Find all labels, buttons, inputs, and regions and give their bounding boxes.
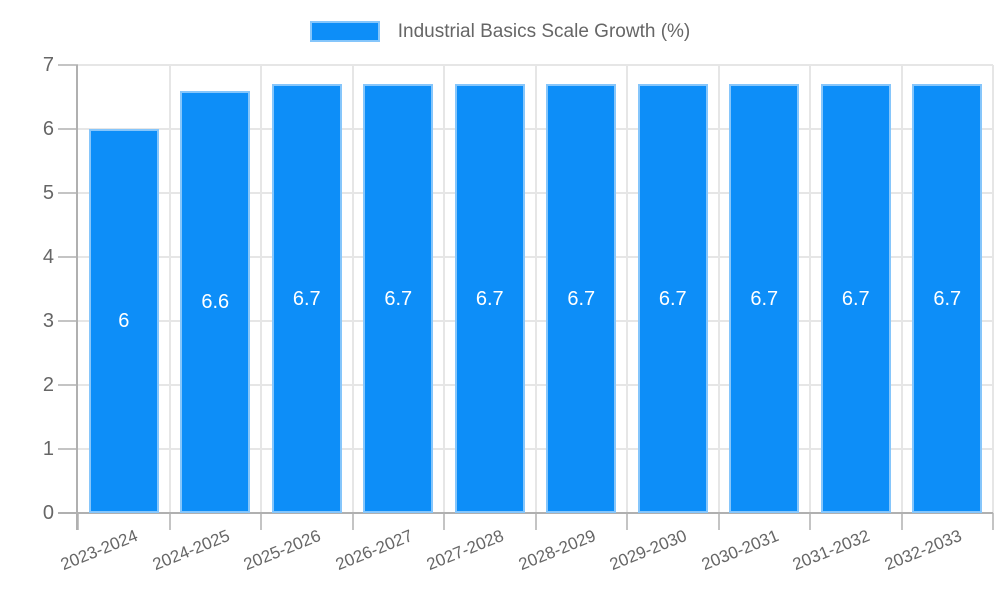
x-axis-tick xyxy=(77,513,79,530)
bar-value-label: 6.7 xyxy=(384,287,413,310)
y-axis-tick-label: 5 xyxy=(42,182,54,204)
gridline-vertical xyxy=(900,65,903,513)
gridline-vertical xyxy=(626,65,628,513)
y-axis-tick-label: 4 xyxy=(42,246,54,268)
y-axis-tick xyxy=(58,320,78,322)
gridline-vertical xyxy=(809,65,811,513)
gridline-vertical xyxy=(992,65,994,513)
x-axis-category-label: 2024-2025 xyxy=(149,526,233,575)
bar-value-label: 6.7 xyxy=(475,287,504,310)
y-axis-tick-label: 3 xyxy=(42,310,54,332)
bar-value-label: 6.7 xyxy=(658,287,687,310)
bar[interactable] xyxy=(912,84,983,513)
legend-item[interactable]: Industrial Basics Scale Growth (%) xyxy=(309,20,691,43)
bar-value-label: 6.7 xyxy=(567,287,596,310)
x-axis-tick xyxy=(168,513,171,530)
bar[interactable] xyxy=(88,129,159,513)
bar[interactable] xyxy=(729,84,800,513)
x-axis-category-label: 2026-2027 xyxy=(332,526,416,575)
bar[interactable] xyxy=(820,84,891,513)
gridline-vertical xyxy=(443,65,445,513)
legend: Industrial Basics Scale Growth (%) xyxy=(0,20,1000,43)
x-axis-tick xyxy=(260,513,262,530)
x-axis-category-label: 2028-2029 xyxy=(515,526,599,575)
x-axis-category-label: 2032-2033 xyxy=(881,526,965,575)
x-axis-category-label: 2023-2024 xyxy=(58,526,141,575)
y-axis-tick xyxy=(58,256,78,258)
y-axis-tick xyxy=(58,384,78,386)
x-axis-tick xyxy=(626,513,628,530)
x-axis-tick xyxy=(351,513,354,530)
bar-value-label: 6.7 xyxy=(292,287,321,310)
x-axis-tick xyxy=(900,513,903,530)
bar-value-label: 6.6 xyxy=(201,290,230,313)
x-axis-category-label: 2030-2031 xyxy=(698,526,782,575)
bar[interactable] xyxy=(363,84,434,513)
x-axis-category-label: 2025-2026 xyxy=(241,526,324,575)
x-axis-category-label: 2027-2028 xyxy=(424,526,507,575)
gridline-vertical xyxy=(717,65,720,513)
gridline-vertical xyxy=(351,65,354,513)
x-axis-tick xyxy=(443,513,445,530)
bar[interactable] xyxy=(271,84,342,513)
y-axis-tick-label: 7 xyxy=(42,54,54,76)
y-axis-tick xyxy=(58,448,78,450)
y-axis-tick xyxy=(58,192,78,194)
gridline-vertical xyxy=(534,65,537,513)
x-axis-category-label: 2029-2030 xyxy=(607,526,690,575)
y-axis-tick-label: 1 xyxy=(42,438,54,460)
bar-value-label: 6.7 xyxy=(750,287,779,310)
y-axis-tick-label: 6 xyxy=(42,118,54,140)
gridline-vertical xyxy=(168,65,171,513)
y-axis-tick-label: 2 xyxy=(42,374,54,396)
x-axis-tick xyxy=(809,513,811,530)
bar[interactable] xyxy=(454,84,525,513)
x-axis-line xyxy=(58,512,993,514)
plot-area: 0 1 2 3 4 5 6 7 6 2023-2024 6.6 2024-2025 6.7 2025-20… xyxy=(43,54,994,574)
bar-value-label: 6.7 xyxy=(841,287,870,310)
gridline-vertical xyxy=(260,65,262,513)
legend-swatch-icon xyxy=(309,21,380,42)
y-axis-line xyxy=(76,65,78,530)
legend-label: Industrial Basics Scale Growth (%) xyxy=(397,21,691,42)
x-axis-tick xyxy=(534,513,537,530)
bar-value-label: 6.7 xyxy=(933,287,962,310)
x-axis-tick xyxy=(992,513,994,530)
x-axis-tick xyxy=(717,513,720,530)
bar-value-label: 6 xyxy=(118,310,130,332)
y-axis-tick xyxy=(58,64,78,66)
bar[interactable] xyxy=(546,84,617,513)
bar[interactable] xyxy=(637,84,708,513)
x-axis-category-label: 2031-2032 xyxy=(790,526,873,575)
y-axis-tick-label: 0 xyxy=(42,502,54,524)
y-axis-tick xyxy=(58,128,78,130)
bar[interactable] xyxy=(180,90,251,513)
